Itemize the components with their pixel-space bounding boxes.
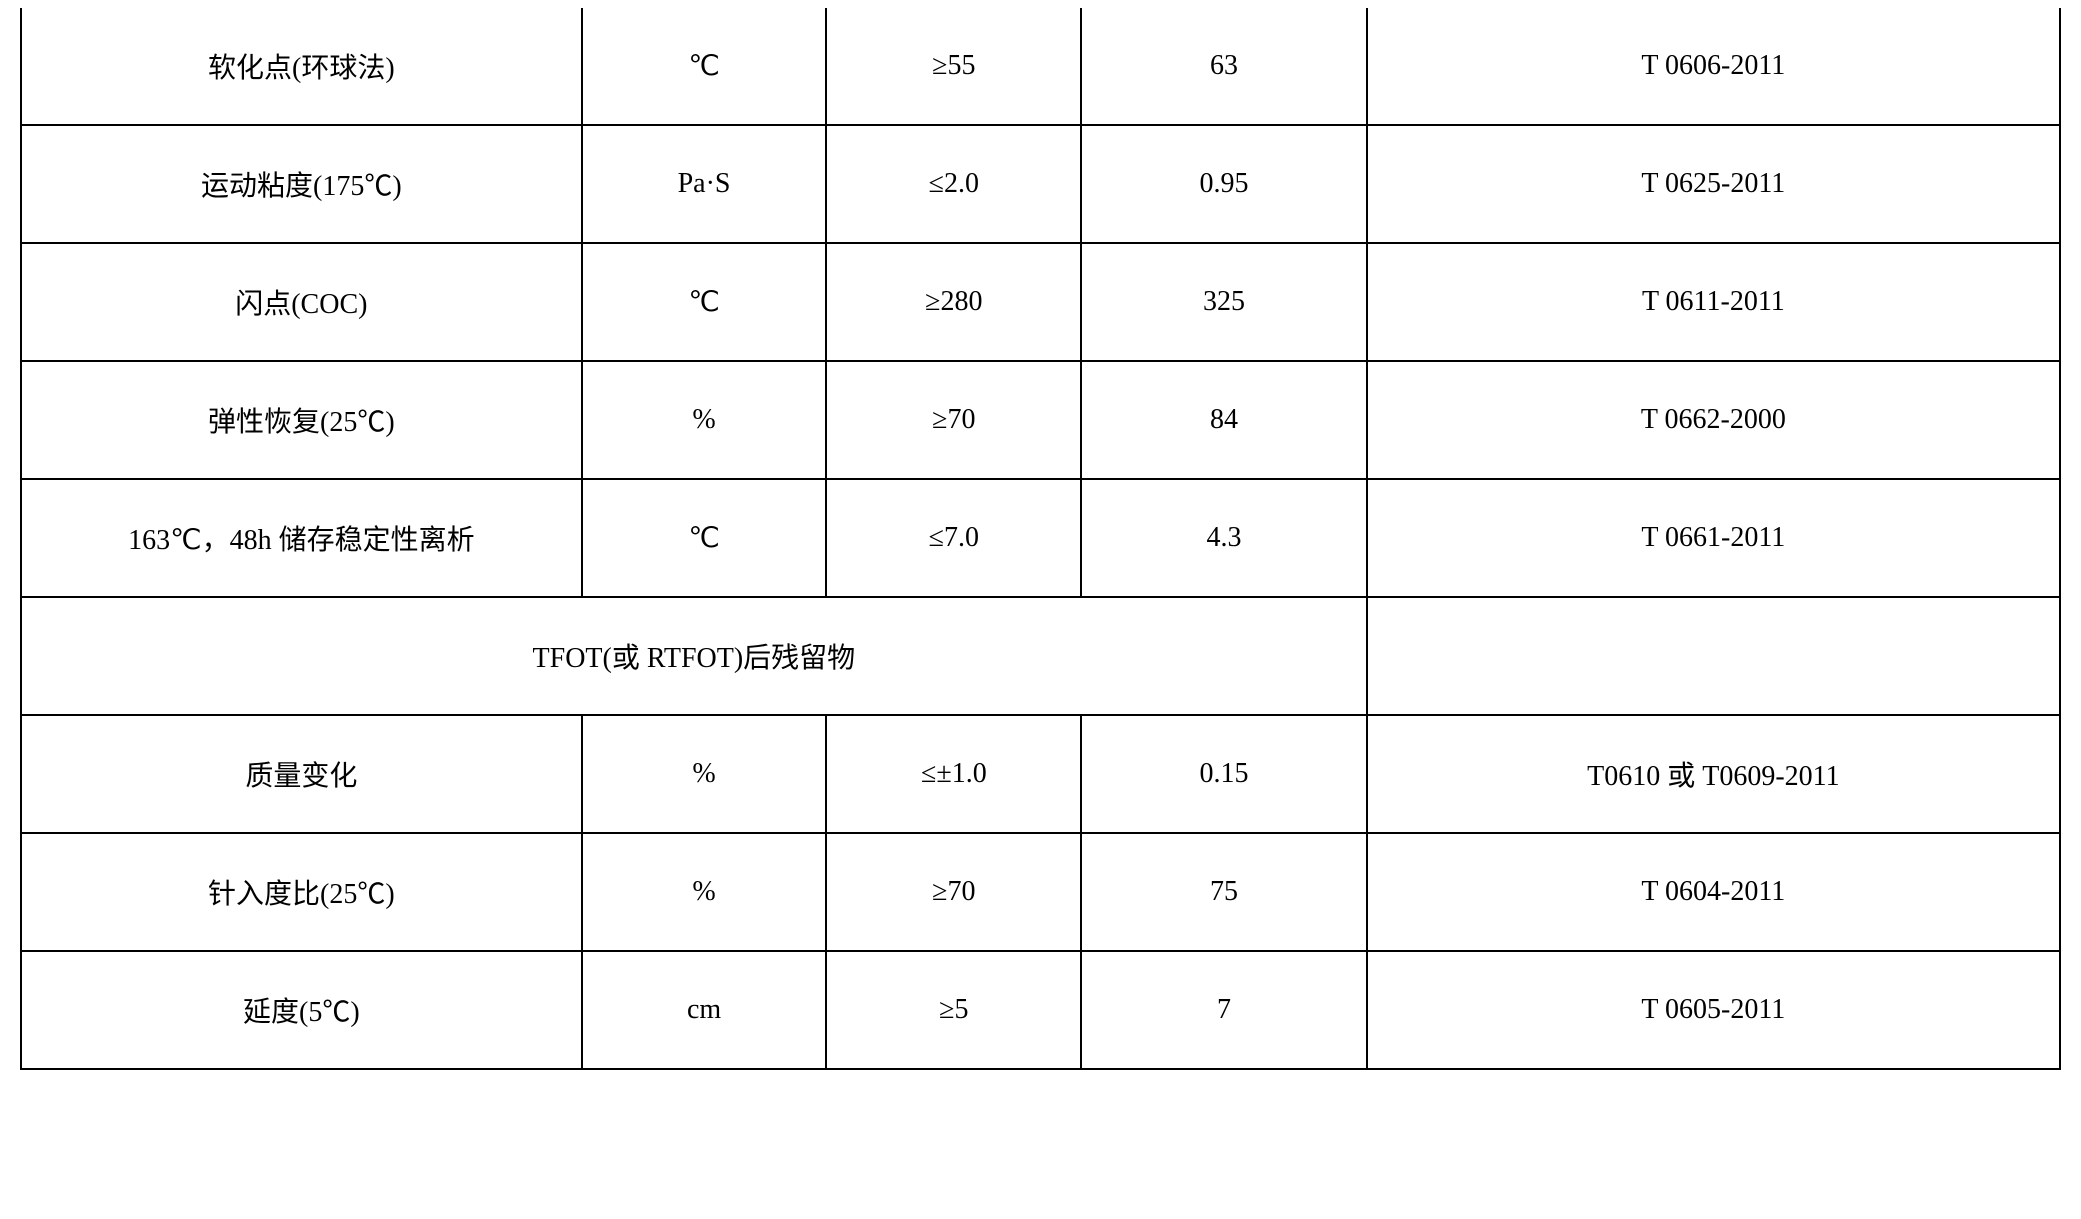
table-row: 质量变化 % ≤±1.0 0.15 T0610 或 T0609-2011 [21, 715, 2060, 833]
cell-val: 0.95 [1081, 125, 1366, 243]
cell-unit: cm [582, 951, 827, 1069]
table-section-row: TFOT(或 RTFOT)后残留物 [21, 597, 2060, 715]
cell-param: 运动粘度(175℃) [21, 125, 582, 243]
cell-param: 闪点(COC) [21, 243, 582, 361]
spec-table: 软化点(环球法) ℃ ≥55 63 T 0606-2011 运动粘度(175℃)… [20, 8, 2061, 1070]
cell-req: ≤2.0 [826, 125, 1081, 243]
cell-method: T0610 或 T0609-2011 [1367, 715, 2060, 833]
cell-req: ≥55 [826, 8, 1081, 125]
cell-param: 质量变化 [21, 715, 582, 833]
cell-val: 4.3 [1081, 479, 1366, 597]
cell-req: ≥280 [826, 243, 1081, 361]
cell-empty [1367, 597, 2060, 715]
cell-method: T 0605-2011 [1367, 951, 2060, 1069]
table-row: 闪点(COC) ℃ ≥280 325 T 0611-2011 [21, 243, 2060, 361]
cell-unit: % [582, 715, 827, 833]
cell-val: 7 [1081, 951, 1366, 1069]
cell-method: T 0606-2011 [1367, 8, 2060, 125]
section-header: TFOT(或 RTFOT)后残留物 [21, 597, 1367, 715]
table-row: 弹性恢复(25℃) % ≥70 84 T 0662-2000 [21, 361, 2060, 479]
cell-param: 针入度比(25℃) [21, 833, 582, 951]
cell-method: T 0662-2000 [1367, 361, 2060, 479]
cell-req: ≤±1.0 [826, 715, 1081, 833]
cell-param: 软化点(环球法) [21, 8, 582, 125]
cell-unit: Pa·S [582, 125, 827, 243]
cell-val: 63 [1081, 8, 1366, 125]
cell-req: ≥5 [826, 951, 1081, 1069]
cell-param: 弹性恢复(25℃) [21, 361, 582, 479]
cell-method: T 0661-2011 [1367, 479, 2060, 597]
cell-method: T 0625-2011 [1367, 125, 2060, 243]
cell-unit: ℃ [582, 479, 827, 597]
cell-val: 84 [1081, 361, 1366, 479]
cell-param: 延度(5℃) [21, 951, 582, 1069]
table-row: 163℃，48h 储存稳定性离析 ℃ ≤7.0 4.3 T 0661-2011 [21, 479, 2060, 597]
cell-unit: ℃ [582, 8, 827, 125]
cell-param: 163℃，48h 储存稳定性离析 [21, 479, 582, 597]
cell-method: T 0604-2011 [1367, 833, 2060, 951]
cell-unit: ℃ [582, 243, 827, 361]
cell-req: ≤7.0 [826, 479, 1081, 597]
cell-req: ≥70 [826, 361, 1081, 479]
cell-req: ≥70 [826, 833, 1081, 951]
cell-val: 75 [1081, 833, 1366, 951]
table-row: 软化点(环球法) ℃ ≥55 63 T 0606-2011 [21, 8, 2060, 125]
cell-val: 0.15 [1081, 715, 1366, 833]
table-row: 运动粘度(175℃) Pa·S ≤2.0 0.95 T 0625-2011 [21, 125, 2060, 243]
table-row: 针入度比(25℃) % ≥70 75 T 0604-2011 [21, 833, 2060, 951]
cell-unit: % [582, 833, 827, 951]
table-row: 延度(5℃) cm ≥5 7 T 0605-2011 [21, 951, 2060, 1069]
cell-method: T 0611-2011 [1367, 243, 2060, 361]
cell-val: 325 [1081, 243, 1366, 361]
cell-unit: % [582, 361, 827, 479]
